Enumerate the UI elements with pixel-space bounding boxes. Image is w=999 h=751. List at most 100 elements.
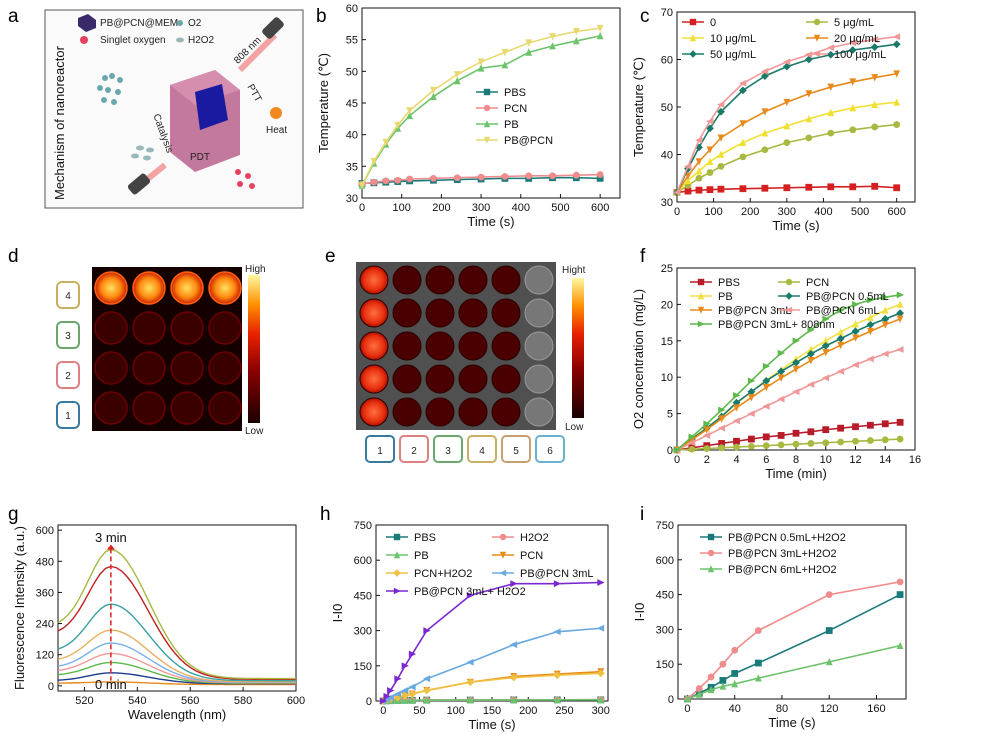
plate-well [359, 397, 389, 427]
data-point [881, 350, 889, 358]
column-label-box [433, 435, 463, 463]
chart-b: 0 100 200 300 400 500 600 30 35 40 45 50 55 60 Time (s… [316, 3, 621, 229]
data-point [849, 183, 857, 191]
plate-well [491, 298, 521, 328]
data-point [408, 683, 416, 691]
thermal-well [132, 351, 166, 385]
data-point [836, 334, 845, 343]
panel-letter: e [325, 246, 336, 267]
data-point [717, 424, 726, 432]
column-label: 5 [513, 446, 519, 457]
data-point [892, 40, 901, 49]
column-label-box [399, 435, 429, 463]
data-point [762, 383, 770, 392]
data-point [870, 43, 879, 52]
data-point [807, 345, 815, 353]
data-point [394, 121, 402, 130]
x-tick-label: 500 [551, 202, 569, 214]
data-point [695, 158, 703, 166]
data-point [871, 100, 879, 109]
data-point [896, 291, 905, 299]
data-point [739, 185, 747, 193]
data-point [549, 42, 556, 50]
legend-label: PCN+H2O2 [414, 568, 472, 580]
data-point [732, 398, 741, 407]
data-point [762, 362, 771, 370]
data-point [881, 321, 889, 329]
arrow-icon [106, 544, 115, 550]
data-point [477, 64, 485, 72]
legend-entry: 10 μg/mL [682, 33, 756, 45]
column-label-box [535, 435, 565, 463]
series [673, 346, 904, 454]
x-tick-label: 600 [287, 695, 305, 707]
data-point [553, 580, 562, 588]
y-tick-label: 30 [661, 197, 673, 209]
thermal-well [132, 311, 166, 345]
data-point [896, 591, 904, 598]
plot-frame [57, 524, 297, 692]
data-point [393, 690, 402, 698]
data-point [806, 381, 815, 388]
data-point [761, 146, 769, 154]
x-tick-label: 120 [820, 703, 838, 715]
x-tick-label: 80 [776, 703, 788, 715]
data-point [836, 367, 845, 375]
x-tick-label: 200 [741, 206, 759, 218]
x-tick-label: 150 [483, 705, 501, 717]
data-point [358, 181, 366, 190]
data-point [706, 117, 714, 125]
data-point [483, 104, 491, 112]
data-point [837, 306, 845, 314]
data-point [792, 388, 800, 396]
data-point [553, 671, 562, 680]
data-point [509, 673, 518, 682]
legend-label: PB@PCN 6mL [806, 305, 880, 317]
column-label-box [467, 435, 497, 463]
data-point [370, 157, 378, 166]
plate-well [458, 331, 488, 361]
data-point [825, 627, 833, 634]
x-axis-label: Time (s) [468, 717, 515, 732]
legend-label: PB@PCN 0.5mL [806, 291, 889, 303]
row-label-box [56, 321, 80, 349]
data-point [706, 169, 714, 176]
series-line [676, 318, 901, 451]
row-label-box [56, 401, 80, 429]
data-point [896, 300, 904, 308]
data-point [866, 296, 875, 304]
plot-frame [677, 524, 907, 700]
x-axis-label: Time (s) [772, 218, 819, 233]
series-line [676, 312, 901, 451]
data-point [422, 686, 431, 695]
data-point [401, 662, 409, 670]
legend-label: PBS [414, 532, 436, 544]
data-point [706, 186, 714, 194]
data-point [466, 658, 474, 666]
plate-well [392, 331, 422, 361]
panel-letter: d [8, 246, 19, 267]
data-point [393, 569, 401, 577]
data-point [423, 627, 431, 634]
x-tick-label: 10 [820, 454, 832, 466]
y-tick-label: 600 [354, 555, 372, 567]
legend-entry: PB@PCN 0.5mL+H2O2 [700, 532, 846, 544]
flame-icon [270, 107, 282, 119]
data-point [597, 579, 605, 586]
data-point [689, 50, 697, 58]
data-point [406, 111, 414, 120]
x-tick-label: 0 [674, 206, 680, 218]
legend-label: PB@PCN 3mL [520, 568, 594, 580]
data-point [695, 690, 703, 698]
legend-entry: PB@PCN 3mL+ 808nm [690, 319, 835, 331]
legend-entry: PCN [778, 277, 829, 289]
data-point [549, 33, 556, 41]
data-point [382, 177, 390, 185]
schematic-title: Mechanism of nanoreactor [52, 45, 67, 200]
column-label: 2 [411, 446, 417, 457]
data-point [422, 675, 431, 683]
row-label: 3 [65, 331, 71, 342]
legend-label: PB@PCN 3mL+ 808nm [718, 319, 835, 331]
data-point [792, 337, 800, 345]
